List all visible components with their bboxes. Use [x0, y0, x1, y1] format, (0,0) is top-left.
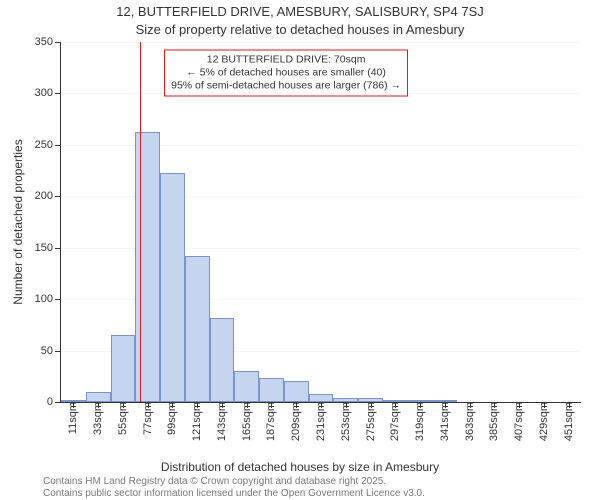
y-tick — [55, 248, 61, 249]
histogram-bar — [160, 173, 185, 402]
x-tick-label: 253sqm — [340, 402, 352, 441]
x-tick-label: 451sqm — [563, 402, 575, 441]
x-tick-label: 99sqm — [166, 402, 178, 435]
x-tick-label: 55sqm — [117, 402, 129, 435]
property-size-chart: 12, BUTTERFIELD DRIVE, AMESBURY, SALISBU… — [0, 0, 600, 500]
y-axis-title: Number of detached properties — [11, 139, 25, 304]
y-tick — [55, 93, 61, 94]
histogram-bar — [284, 381, 309, 402]
y-tick-label: 50 — [19, 345, 53, 357]
plot-area: 05010015020025030035011sqm33sqm55sqm77sq… — [60, 42, 581, 403]
x-tick-label: 297sqm — [389, 402, 401, 441]
x-tick-label: 121sqm — [191, 402, 203, 441]
x-tick-label: 363sqm — [464, 402, 476, 441]
x-tick-label: 11sqm — [67, 402, 79, 434]
y-tick-label: 0 — [19, 396, 53, 408]
histogram-bar — [111, 335, 136, 402]
histogram-bar — [234, 371, 259, 402]
footer-credit: Contains HM Land Registry data © Crown c… — [43, 476, 600, 500]
x-tick-label: 407sqm — [513, 402, 525, 441]
x-tick-label: 319sqm — [414, 402, 426, 441]
y-tick — [55, 145, 61, 146]
x-tick-label: 165sqm — [241, 402, 253, 441]
chart-subtitle: Size of property relative to detached ho… — [0, 22, 600, 37]
x-axis-title: Distribution of detached houses by size … — [0, 460, 600, 474]
footer-line1: Contains HM Land Registry data © Crown c… — [43, 476, 600, 488]
histogram-bar — [86, 392, 111, 402]
histogram-bar — [259, 378, 284, 402]
histogram-bar — [210, 318, 235, 402]
y-tick — [55, 351, 61, 352]
annotation-line3: 95% of semi-detached houses are larger (… — [171, 79, 401, 92]
y-tick — [55, 402, 61, 403]
x-tick-label: 209sqm — [290, 402, 302, 441]
histogram-bar — [185, 256, 210, 402]
y-tick — [55, 299, 61, 300]
x-tick-label: 385sqm — [488, 402, 500, 441]
chart-title-line1: 12, BUTTERFIELD DRIVE, AMESBURY, SALISBU… — [0, 4, 600, 19]
x-tick-label: 341sqm — [439, 402, 451, 441]
histogram-bar — [309, 394, 334, 402]
x-tick-label: 33sqm — [92, 402, 104, 435]
y-tick — [55, 196, 61, 197]
y-tick — [55, 42, 61, 43]
annotation-line1: 12 BUTTERFIELD DRIVE: 70sqm — [171, 53, 401, 66]
y-tick-label: 250 — [19, 139, 53, 151]
reference-line — [140, 42, 141, 402]
x-tick-label: 77sqm — [142, 402, 154, 435]
y-tick-label: 100 — [19, 293, 53, 305]
x-tick-label: 143sqm — [216, 402, 228, 441]
y-tick-label: 200 — [19, 190, 53, 202]
x-tick-label: 187sqm — [265, 402, 277, 441]
y-tick-label: 300 — [19, 87, 53, 99]
annotation-line2: ← 5% of detached houses are smaller (40) — [171, 66, 401, 79]
x-tick-label: 275sqm — [365, 402, 377, 441]
x-tick-label: 429sqm — [538, 402, 550, 441]
x-tick-label: 231sqm — [315, 402, 327, 441]
annotation-box: 12 BUTTERFIELD DRIVE: 70sqm← 5% of detac… — [164, 49, 408, 96]
footer-line2: Contains public sector information licen… — [43, 488, 600, 500]
y-tick-label: 350 — [19, 36, 53, 48]
y-tick-label: 150 — [19, 242, 53, 254]
